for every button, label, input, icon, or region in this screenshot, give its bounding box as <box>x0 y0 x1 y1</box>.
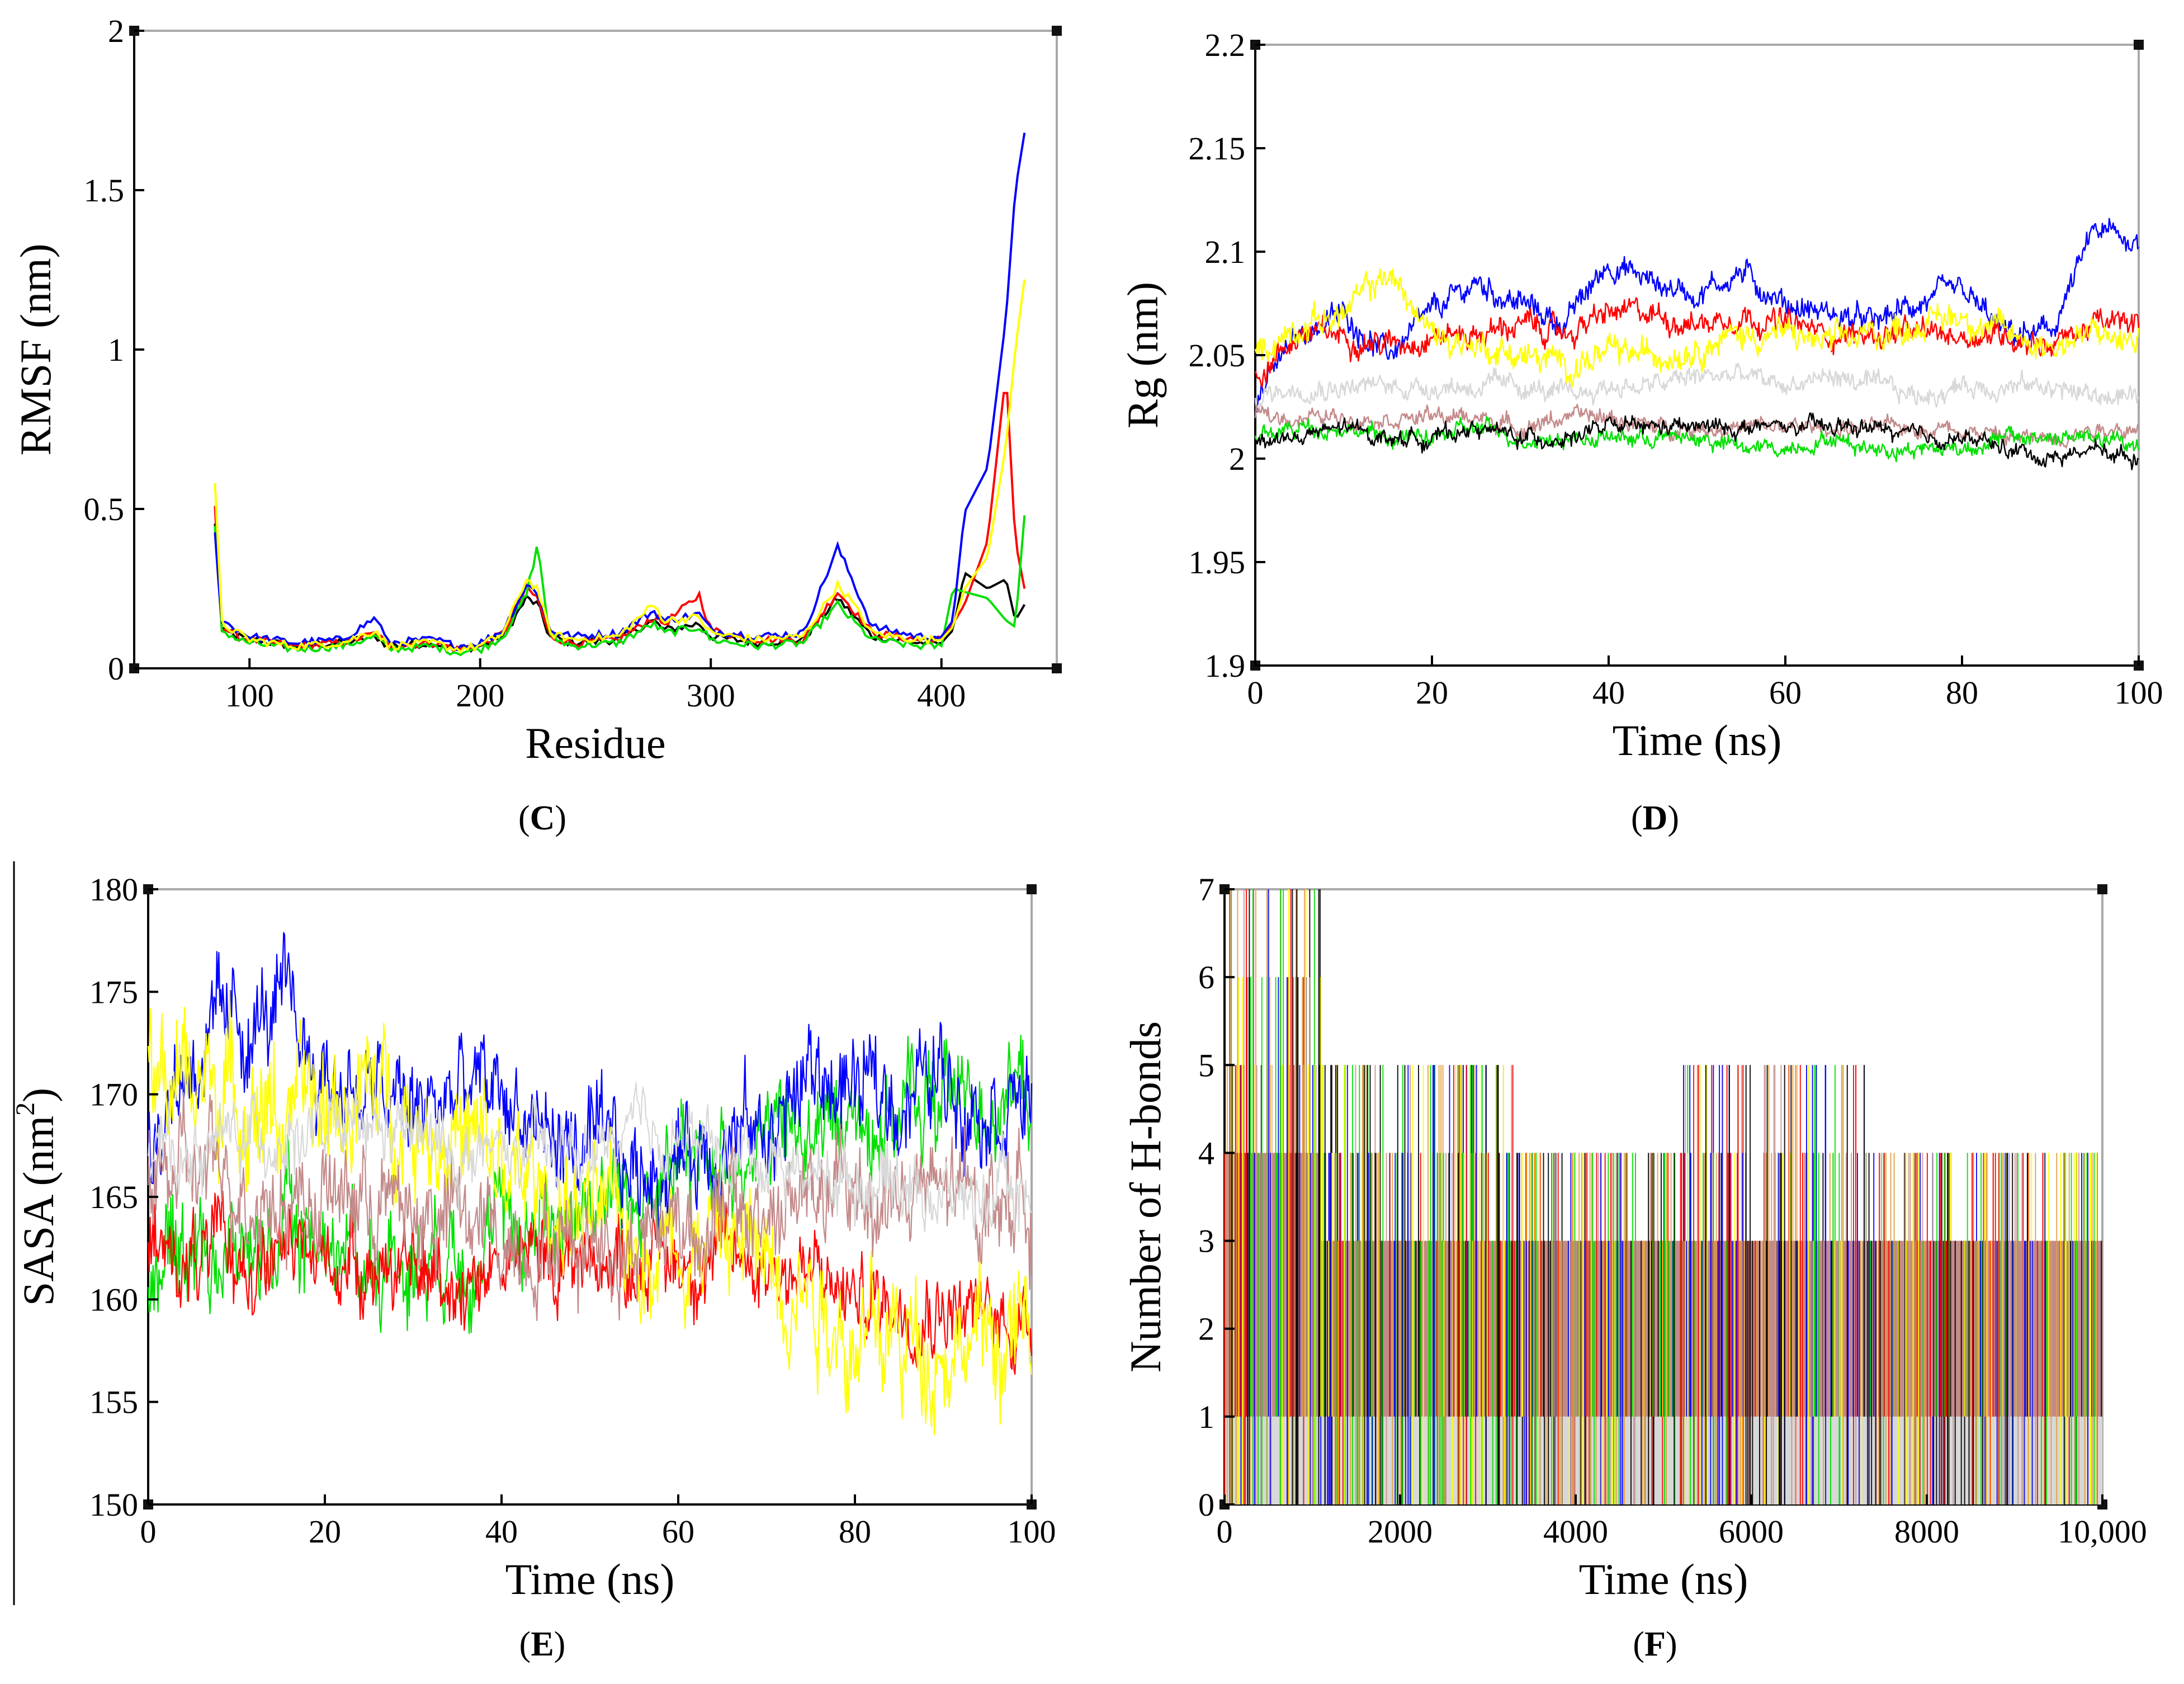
series-line-red <box>1254 297 2140 388</box>
series-line-black <box>1255 412 2139 470</box>
y-tick-label: 2.1 <box>1205 234 1246 270</box>
caption-c: (C) <box>518 799 567 837</box>
y-axis-label: RMSF (nm) <box>11 243 60 455</box>
y-tick-label: 175 <box>89 974 138 1010</box>
y-tick-label: 2.2 <box>1205 27 1246 63</box>
x-tick-label: 80 <box>839 1513 871 1550</box>
x-axis-label: Time (ns) <box>505 1555 675 1603</box>
series-line-yellow <box>147 990 1033 1436</box>
y-tick-label: 150 <box>89 1487 138 1523</box>
y-tick-label: 6 <box>1198 959 1214 996</box>
x-tick-label: 60 <box>662 1513 694 1550</box>
panel-f-hbonds-chart: 0 2000 4000 6000 8000 10,000 0 1 2 3 4 5 6 7 Time (ns)… <box>1121 871 2147 1603</box>
y-tick-label: 180 <box>89 871 138 908</box>
y-tick-label: 1 <box>108 332 124 368</box>
series-line-brown <box>1254 403 2139 449</box>
y-tick-label: 155 <box>89 1384 138 1421</box>
y-tick-label: 2.15 <box>1189 130 1246 167</box>
y-tick-label: 7 <box>1198 871 1214 908</box>
y-tick-label: 1.5 <box>84 172 125 209</box>
y-axis-label: Number of H-bonds <box>1121 1021 1170 1372</box>
y-tick-label: 5 <box>1198 1047 1214 1083</box>
frame-corner-marker <box>1027 884 1037 894</box>
x-tick-label: 40 <box>1592 674 1625 711</box>
frame-corner-marker <box>1052 26 1062 36</box>
panel-c-rmsf-chart: 100 200 300 400 0 0.5 1 1.5 2 Residue RMSF (nm) <box>11 13 1062 767</box>
hbond-band-grey <box>1225 1416 2102 1504</box>
panel-e-sasa-chart: 0 20 40 60 80 100 150 155 160 165 170 175 180 Time (n… <box>11 871 1056 1603</box>
y-tick-label: 170 <box>89 1077 138 1113</box>
x-axis-label: Time (ns) <box>1579 1555 1748 1603</box>
y-tick-label: 0 <box>108 650 124 687</box>
series-line-blue <box>1254 218 2140 413</box>
y-tick-label: 3 <box>1198 1223 1214 1260</box>
x-tick-label: 60 <box>1769 674 1802 711</box>
y-tick-label: 1 <box>1198 1399 1214 1435</box>
y-tick-label: 0 <box>1198 1487 1214 1523</box>
caption-d: (D) <box>1630 799 1680 837</box>
x-axis-label: Time (ns) <box>1613 716 1782 765</box>
panel-d-rg-chart: 0 20 40 60 80 100 1.9 1.95 2 2.05 2.1 2.15 2.2 Time (… <box>1118 27 2163 765</box>
frame-corner-marker <box>2134 40 2144 50</box>
series-line-grey <box>1254 362 2140 411</box>
x-tick-label: 20 <box>1416 674 1448 711</box>
y-axis-label-main: SASA (nm <box>14 1116 63 1306</box>
x-tick-label: 100 <box>1008 1513 1056 1550</box>
y-tick-label: 2 <box>1229 441 1245 477</box>
x-tick-label: 400 <box>917 677 966 714</box>
x-tick-label: 80 <box>1946 674 1978 711</box>
x-tick-label: 8000 <box>1894 1513 1959 1550</box>
x-tick-label: 4000 <box>1543 1513 1608 1550</box>
y-tick-label: 2 <box>108 13 124 49</box>
y-tick-label: 1.9 <box>1205 648 1246 684</box>
x-tick-label: 300 <box>687 677 735 714</box>
x-tick-label: 2000 <box>1368 1513 1433 1550</box>
x-tick-label: 40 <box>485 1513 518 1550</box>
series-line-green <box>214 515 1026 657</box>
caption-e: (E) <box>519 1625 566 1663</box>
frame-corner-marker <box>1052 663 1062 673</box>
y-tick-label: 0.5 <box>84 491 125 527</box>
y-tick-label: 4 <box>1198 1135 1214 1171</box>
y-tick-label: 2 <box>1198 1311 1214 1347</box>
y-axis-label-superscript: 2 <box>11 1102 40 1116</box>
series-line-yellow <box>214 279 1026 654</box>
frame-corner-marker <box>2097 884 2107 894</box>
series-line-grey <box>147 1082 1032 1233</box>
x-axis-label: Residue <box>525 719 665 767</box>
y-axis-label: Rg (nm) <box>1118 282 1167 428</box>
y-tick-label: 165 <box>89 1179 138 1215</box>
x-tick-label: 200 <box>456 677 504 714</box>
y-tick-label: 1.95 <box>1189 544 1246 581</box>
caption-f: (F) <box>1633 1625 1677 1663</box>
x-tick-label: 10,000 <box>2058 1513 2147 1550</box>
y-axis-label: SASA (nm2) <box>11 1088 63 1306</box>
x-tick-label: 6000 <box>1719 1513 1784 1550</box>
x-tick-label: 20 <box>309 1513 341 1550</box>
y-tick-label: 160 <box>89 1281 138 1318</box>
x-tick-label: 100 <box>225 677 274 714</box>
series-line-yellow <box>1254 268 2140 388</box>
x-tick-label: 0 <box>140 1513 157 1550</box>
y-axis-label-close: ) <box>14 1088 63 1102</box>
x-tick-label: 0 <box>1247 674 1264 711</box>
series-line-red <box>147 1190 1033 1375</box>
x-tick-label: 100 <box>2115 674 2163 711</box>
y-tick-label: 2.05 <box>1189 337 1246 374</box>
x-tick-label: 0 <box>1217 1513 1233 1550</box>
